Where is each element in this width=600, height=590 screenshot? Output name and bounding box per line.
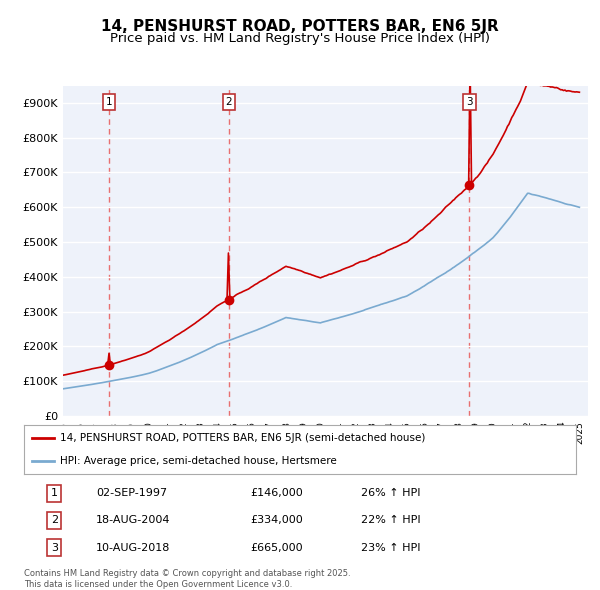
Text: £146,000: £146,000: [250, 489, 303, 498]
Text: 26% ↑ HPI: 26% ↑ HPI: [361, 489, 420, 498]
Text: 2: 2: [51, 516, 58, 526]
Text: £334,000: £334,000: [250, 516, 303, 526]
Text: £665,000: £665,000: [250, 543, 303, 553]
Text: 02-SEP-1997: 02-SEP-1997: [96, 489, 167, 498]
Text: 23% ↑ HPI: 23% ↑ HPI: [361, 543, 420, 553]
Text: 18-AUG-2004: 18-AUG-2004: [96, 516, 170, 526]
Text: Price paid vs. HM Land Registry's House Price Index (HPI): Price paid vs. HM Land Registry's House …: [110, 32, 490, 45]
Text: HPI: Average price, semi-detached house, Hertsmere: HPI: Average price, semi-detached house,…: [60, 455, 337, 466]
Text: 1: 1: [106, 97, 112, 107]
Text: 3: 3: [466, 97, 473, 107]
Text: 3: 3: [51, 543, 58, 553]
Text: 10-AUG-2018: 10-AUG-2018: [96, 543, 170, 553]
Text: 22% ↑ HPI: 22% ↑ HPI: [361, 516, 421, 526]
Text: 14, PENSHURST ROAD, POTTERS BAR, EN6 5JR: 14, PENSHURST ROAD, POTTERS BAR, EN6 5JR: [101, 19, 499, 34]
Text: 2: 2: [226, 97, 232, 107]
Text: 1: 1: [51, 489, 58, 498]
Text: 14, PENSHURST ROAD, POTTERS BAR, EN6 5JR (semi-detached house): 14, PENSHURST ROAD, POTTERS BAR, EN6 5JR…: [60, 434, 425, 444]
Text: Contains HM Land Registry data © Crown copyright and database right 2025.
This d: Contains HM Land Registry data © Crown c…: [24, 569, 350, 589]
